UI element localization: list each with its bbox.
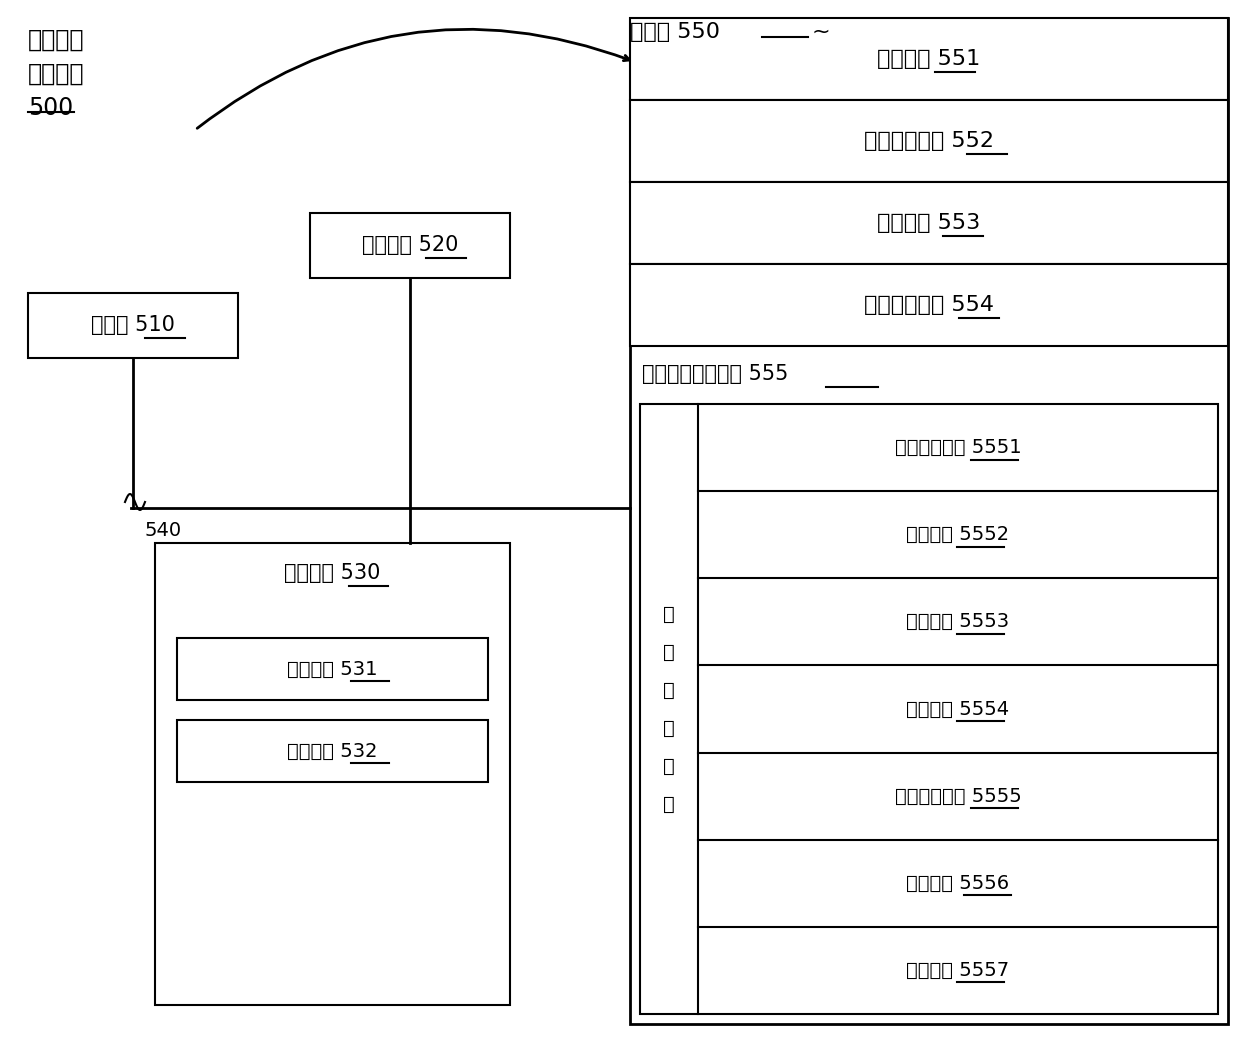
- Text: 输入处理模块 554: 输入处理模块 554: [864, 295, 994, 315]
- Text: 特征提取模块 5551: 特征提取模块 5551: [895, 438, 1022, 457]
- Bar: [177, 638, 489, 700]
- Text: 500: 500: [29, 96, 73, 120]
- Bar: [177, 720, 489, 782]
- Text: 激活模块 5553: 激活模块 5553: [906, 613, 1009, 631]
- Text: 用户接口 530: 用户接口 530: [284, 563, 381, 584]
- Text: 血管图像: 血管图像: [29, 28, 84, 52]
- Text: 网络接口 520: 网络接口 520: [362, 235, 459, 255]
- Bar: [630, 18, 1228, 100]
- Bar: [630, 100, 1228, 182]
- Text: 络: 络: [663, 719, 675, 738]
- Text: 经: 经: [663, 643, 675, 662]
- Bar: [640, 404, 1218, 1014]
- Bar: [155, 543, 510, 1004]
- Text: 扩展压缩模块 5555: 扩展压缩模块 5555: [894, 787, 1022, 805]
- Text: 型: 型: [663, 794, 675, 814]
- Text: 网: 网: [663, 680, 675, 699]
- Text: 540: 540: [145, 521, 182, 540]
- Bar: [29, 293, 238, 357]
- Text: 神: 神: [663, 604, 675, 623]
- Text: 存储器 550: 存储器 550: [630, 22, 720, 42]
- Text: 处理器 510: 处理器 510: [91, 315, 175, 334]
- Text: 输入模块 5554: 输入模块 5554: [906, 699, 1009, 719]
- Text: 处理设备: 处理设备: [29, 63, 84, 86]
- Text: 训练模块 5557: 训练模块 5557: [906, 961, 1009, 979]
- Bar: [630, 18, 1228, 1024]
- Text: 输出模块 5552: 输出模块 5552: [906, 525, 1009, 544]
- Text: 侧输出层 5556: 侧输出层 5556: [906, 874, 1009, 893]
- Text: 输出装置 531: 输出装置 531: [288, 660, 378, 678]
- Text: 模: 模: [663, 756, 675, 775]
- Text: 操作系统 551: 操作系统 551: [878, 49, 981, 69]
- Text: 血管图像处理装置 555: 血管图像处理装置 555: [642, 364, 789, 384]
- Text: 输入装置 532: 输入装置 532: [288, 742, 378, 761]
- Bar: [630, 264, 1228, 346]
- Bar: [630, 182, 1228, 264]
- Text: 网络通信模块 552: 网络通信模块 552: [864, 131, 994, 151]
- Text: ~: ~: [812, 22, 831, 42]
- Text: 显示模块 553: 显示模块 553: [878, 213, 981, 233]
- Bar: [310, 213, 510, 277]
